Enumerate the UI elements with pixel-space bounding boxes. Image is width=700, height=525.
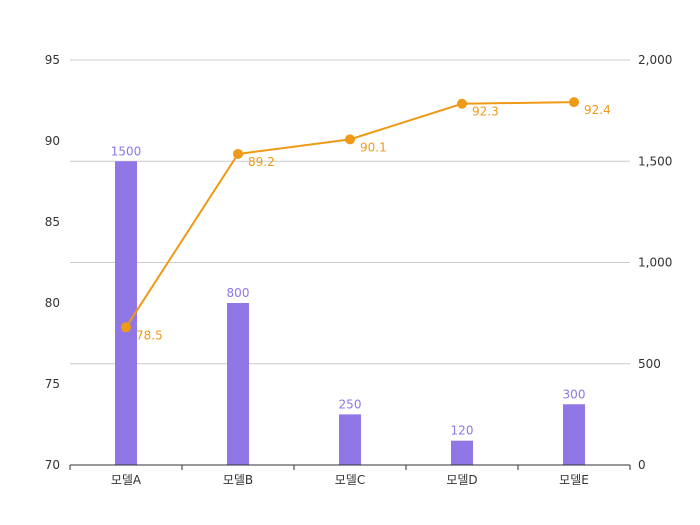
line-value-label: 92.3: [472, 105, 499, 119]
line-point: [457, 98, 467, 109]
bar-series: [115, 161, 585, 465]
line-series: [121, 97, 579, 333]
left-axis-tick-label: 75: [45, 377, 60, 391]
right-axis-tick-label: 500: [638, 357, 661, 371]
bar: [563, 404, 585, 465]
line-value-label: 78.5: [136, 328, 163, 342]
bar: [227, 303, 249, 465]
x-axis-category-label: 모델A: [111, 473, 142, 487]
axes: 0 500 1,000 1,500 2,000 70 75 80 85 90 95 모델A 모델B 모델C…: [45, 53, 673, 487]
data-labels: 1500 800 250 120 300 78.5 89.2 90.1 92.3 92.4: [111, 103, 611, 438]
line-value-label: 92.4: [584, 103, 611, 117]
line-point: [569, 97, 579, 108]
left-axis-tick-label: 80: [45, 296, 60, 310]
x-axis-category-label: 모델E: [559, 473, 589, 487]
right-axis-tick-label: 1,000: [638, 256, 672, 270]
bar: [339, 414, 361, 465]
line-point: [345, 134, 355, 145]
x-axis-category-label: 모델C: [335, 473, 365, 487]
line-point: [233, 148, 243, 159]
right-axis-tick-label: 0: [638, 458, 646, 472]
left-axis-tick-label: 90: [45, 134, 60, 148]
left-axis-tick-label: 95: [45, 53, 60, 67]
left-axis-tick-label: 70: [45, 458, 60, 472]
x-axis-category-label: 모델D: [446, 473, 477, 487]
bar: [451, 440, 473, 465]
line-value-label: 90.1: [360, 140, 387, 154]
bar-value-label: 250: [339, 397, 362, 411]
bar-value-label: 300: [563, 387, 586, 401]
bar: [115, 161, 137, 465]
bar-value-label: 800: [227, 286, 250, 300]
x-axis-category-label: 모델B: [223, 473, 253, 487]
right-axis-tick-label: 2,000: [638, 53, 672, 67]
left-axis-tick-label: 85: [45, 215, 60, 229]
right-axis-tick-label: 1,500: [638, 154, 672, 168]
line-point: [121, 322, 131, 333]
gridlines: [70, 59, 630, 365]
bar-value-label: 1500: [111, 144, 142, 158]
bar-value-label: 120: [451, 424, 474, 438]
line-value-label: 89.2: [248, 155, 275, 169]
